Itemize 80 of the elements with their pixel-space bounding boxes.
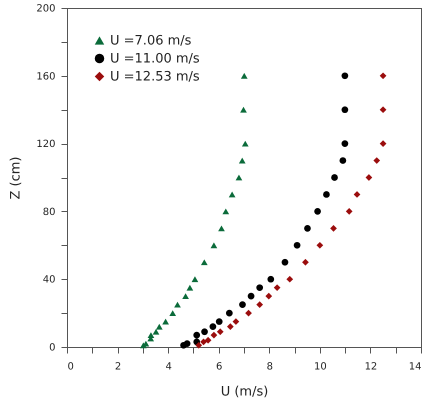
point bbox=[242, 140, 249, 147]
point bbox=[210, 242, 218, 248]
point bbox=[340, 157, 346, 164]
point bbox=[186, 284, 194, 291]
point bbox=[256, 301, 264, 308]
x-tick-label: 12 bbox=[364, 362, 378, 372]
point bbox=[210, 323, 216, 330]
point bbox=[346, 208, 353, 215]
point bbox=[228, 192, 236, 198]
point bbox=[373, 157, 380, 164]
point bbox=[366, 174, 372, 181]
point bbox=[193, 332, 200, 338]
point bbox=[240, 72, 248, 79]
point bbox=[192, 276, 198, 282]
point bbox=[232, 318, 240, 325]
point bbox=[265, 292, 272, 300]
legend-label: U =11.00 m/s bbox=[110, 52, 200, 66]
point bbox=[182, 293, 189, 300]
y-tick-label: 80 bbox=[42, 206, 56, 218]
point bbox=[195, 342, 202, 349]
point bbox=[256, 284, 264, 292]
x-tick-label: 0 bbox=[68, 362, 74, 372]
point bbox=[140, 342, 147, 348]
point bbox=[282, 258, 288, 266]
point bbox=[180, 342, 187, 349]
point bbox=[200, 259, 208, 266]
point bbox=[201, 328, 208, 336]
point bbox=[152, 328, 160, 335]
y-tick-label: 120 bbox=[36, 139, 56, 150]
point bbox=[342, 140, 348, 147]
point bbox=[380, 106, 386, 114]
legend-label: U =7.06 m/s bbox=[110, 34, 192, 48]
point bbox=[331, 174, 338, 181]
point bbox=[267, 276, 274, 283]
point bbox=[239, 301, 246, 308]
point bbox=[204, 336, 212, 344]
legend-label: U =12.53 m/s bbox=[110, 70, 200, 84]
point bbox=[286, 276, 294, 283]
point bbox=[162, 318, 169, 324]
point bbox=[226, 323, 234, 330]
point bbox=[216, 318, 223, 325]
point bbox=[174, 302, 181, 308]
point bbox=[302, 258, 309, 266]
x-tick-label: 6 bbox=[216, 362, 222, 372]
point bbox=[222, 208, 230, 214]
point bbox=[169, 310, 176, 316]
point bbox=[216, 328, 224, 336]
point bbox=[354, 191, 360, 198]
x-tick-label: 14 bbox=[408, 362, 422, 372]
point bbox=[245, 310, 252, 316]
y-tick-label: 0 bbox=[49, 342, 56, 354]
x-axis-title: U (m/s) bbox=[220, 384, 268, 400]
point bbox=[294, 242, 300, 249]
x-tick-label: 10 bbox=[314, 362, 327, 372]
y-axis-title: Z (cm) bbox=[8, 156, 24, 200]
point bbox=[380, 72, 386, 80]
point bbox=[218, 225, 225, 232]
x-tick-label: 2 bbox=[114, 362, 122, 372]
point bbox=[380, 140, 386, 147]
y-tick-label: 160 bbox=[36, 71, 56, 82]
point bbox=[330, 224, 337, 232]
point bbox=[200, 338, 207, 346]
point bbox=[304, 225, 311, 232]
point bbox=[248, 292, 254, 300]
point bbox=[323, 191, 330, 198]
y-tick-label: 200 bbox=[36, 4, 56, 14]
y-tick-label: 40 bbox=[42, 274, 56, 286]
x-tick-label: 4 bbox=[165, 362, 172, 372]
point bbox=[210, 332, 218, 338]
point bbox=[226, 310, 233, 316]
point bbox=[342, 72, 348, 80]
point bbox=[316, 242, 324, 249]
point bbox=[236, 174, 242, 180]
point bbox=[156, 324, 163, 330]
point bbox=[240, 106, 247, 113]
x-tick-label: 8 bbox=[266, 362, 273, 372]
point bbox=[274, 284, 280, 292]
point bbox=[342, 106, 348, 114]
point bbox=[238, 158, 246, 164]
point bbox=[314, 208, 321, 215]
